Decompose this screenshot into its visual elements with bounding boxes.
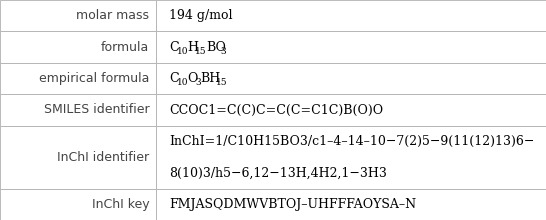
Text: InChI key: InChI key <box>92 198 150 211</box>
Bar <box>0 94 156 126</box>
Text: O: O <box>188 72 198 85</box>
Text: 15: 15 <box>195 47 207 56</box>
Bar <box>0 126 156 189</box>
Text: SMILES identifier: SMILES identifier <box>44 103 150 117</box>
Text: empirical formula: empirical formula <box>39 72 150 85</box>
Text: 10: 10 <box>177 47 188 56</box>
Bar <box>156 94 546 126</box>
Bar <box>0 189 156 220</box>
Text: InChI identifier: InChI identifier <box>57 151 150 164</box>
Text: 3: 3 <box>195 78 201 87</box>
Text: H: H <box>188 41 199 54</box>
Text: 3: 3 <box>221 47 227 56</box>
Bar <box>156 0 546 31</box>
Text: BO: BO <box>206 41 225 54</box>
Bar <box>156 126 546 189</box>
Text: formula: formula <box>101 41 150 54</box>
Text: BH: BH <box>200 72 221 85</box>
Text: InChI=1/C10H15BO3/c1–4–14–10−7(2)5−9(11(12)13)6−: InChI=1/C10H15BO3/c1–4–14–10−7(2)5−9(11(… <box>169 135 535 148</box>
Text: C: C <box>169 41 179 54</box>
Text: C: C <box>169 72 179 85</box>
Text: molar mass: molar mass <box>76 9 150 22</box>
Bar <box>156 63 546 94</box>
Text: 10: 10 <box>177 78 188 87</box>
Bar <box>156 31 546 63</box>
Bar <box>156 189 546 220</box>
Bar <box>0 63 156 94</box>
Text: FMJASQDMWVBTOJ–UHFFFAOYSA–N: FMJASQDMWVBTOJ–UHFFFAOYSA–N <box>169 198 417 211</box>
Text: 8(10)3/h5−6,12−13H,4H2,1−3H3: 8(10)3/h5−6,12−13H,4H2,1−3H3 <box>169 166 387 179</box>
Text: 15: 15 <box>216 78 227 87</box>
Bar <box>0 0 156 31</box>
Text: 194 g/mol: 194 g/mol <box>169 9 233 22</box>
Text: CCOC1=C(C)C=C(C=C1C)B(O)O: CCOC1=C(C)C=C(C=C1C)B(O)O <box>169 103 383 117</box>
Bar <box>0 31 156 63</box>
